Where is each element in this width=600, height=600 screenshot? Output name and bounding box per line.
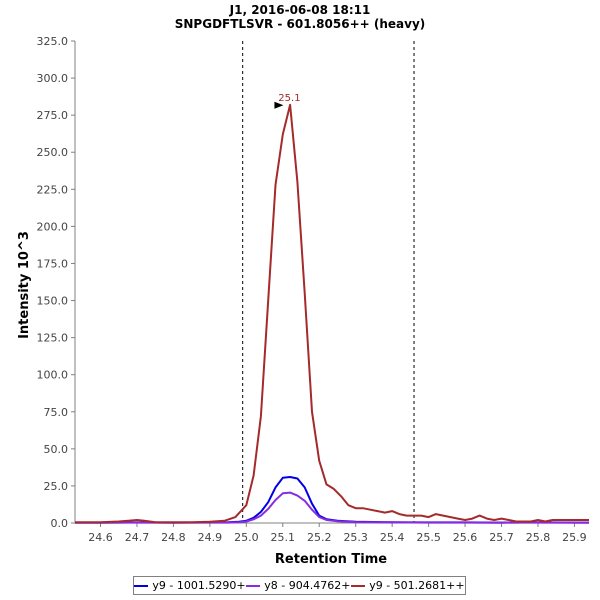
y-tick-label: 125.0 [37,332,69,345]
y-tick-label: 200.0 [37,220,69,233]
x-tick-label: 25.2 [307,531,332,544]
y-tick-label: 25.0 [44,480,69,493]
integration-boundaries [242,41,415,523]
y-tick-label: 225.0 [37,183,69,196]
peak-marker-icon [274,101,284,109]
y-tick-label: 275.0 [37,109,69,122]
legend-item: y8 - 904.4762+ [246,579,350,592]
series-line-3 [75,103,589,524]
x-tick-label: 24.6 [88,531,113,544]
x-tick-label: 25.3 [343,531,368,544]
y-tick-label: 175.0 [37,257,69,270]
y-axis-label: Intensity 10^3 [17,231,32,339]
y-tick-label: 100.0 [37,369,69,382]
y-tick-label: 50.0 [44,443,69,456]
x-tick-label: 25.6 [453,531,478,544]
x-tick-label: 25.8 [526,531,551,544]
y-tick-label: 75.0 [44,406,69,419]
y-tick-label: 150.0 [37,295,69,308]
chart-subtitle: SNPGDFTLSVR - 601.8056++ (heavy) [174,17,426,31]
peak-annotation: 25.1 [274,93,301,109]
peak-label: 25.1 [278,93,300,104]
series-lines [75,103,590,524]
plot-area [75,41,589,523]
legend-swatch [351,584,366,587]
legend-swatch [246,584,261,587]
x-tick-label: 25.4 [380,531,405,544]
y-tick-label: 300.0 [37,72,69,85]
x-tick-label: 25.1 [271,531,296,544]
plot-axes [74,41,589,524]
x-tick-label: 25.0 [234,531,259,544]
x-tick-label: 24.7 [125,531,150,544]
legend-item: y9 - 1001.5290+ [134,579,246,592]
x-tick-label: 24.9 [198,531,223,544]
x-tick-label: 24.8 [161,531,186,544]
chart-title: J1, 2016-06-08 18:11 [229,3,371,17]
legend-swatch [134,584,149,587]
y-tick-label: 250.0 [37,146,69,159]
legend-label: y8 - 904.4762+ [264,579,351,592]
x-axis-label: Retention Time [275,552,387,567]
axis-ticks: 0.0 25.0 50.0 75.0 100.0 125.0 150.0 175.0 200.0… [37,35,587,544]
chart-legend: y9 - 1001.5290+ y8 - 904.4762+ y9 - 501.26… [133,576,466,595]
legend-item: y9 - 501.2681++ [351,579,465,592]
series-line-2 [75,491,590,524]
y-tick-label: 325.0 [37,35,69,48]
y-tick-label: 0.0 [51,517,69,530]
legend-label: y9 - 501.2681++ [369,579,465,592]
x-tick-label: 25.7 [489,531,514,544]
x-tick-label: 25.5 [416,531,441,544]
x-tick-label: 25.9 [562,531,587,544]
legend-label: y9 - 1001.5290+ [152,579,246,592]
